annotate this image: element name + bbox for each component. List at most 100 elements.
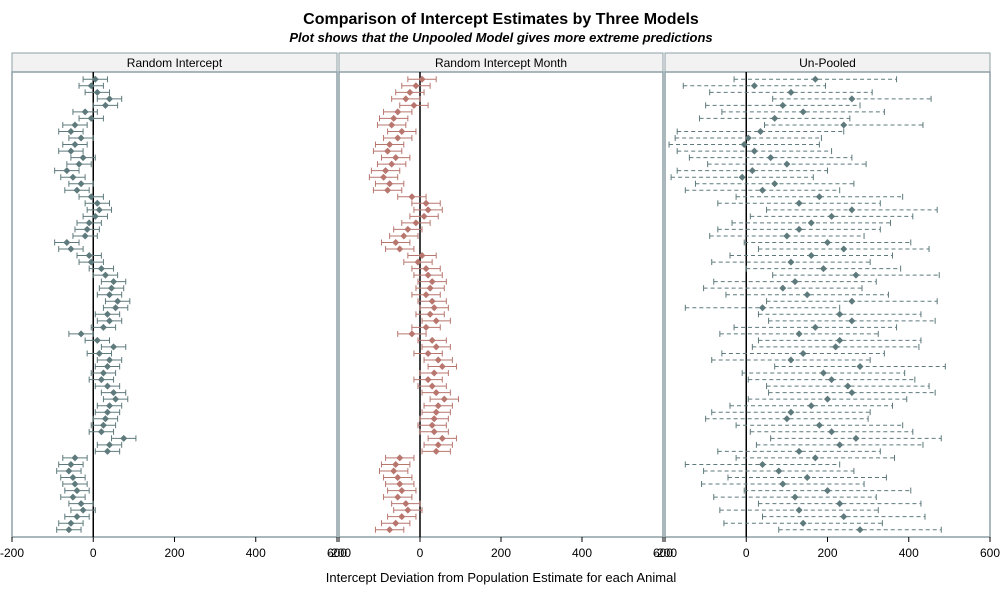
x-tick-label: 600 [653, 546, 673, 560]
data-point [110, 343, 118, 351]
data-point [438, 434, 446, 442]
data-point [386, 180, 394, 188]
data-point [402, 95, 410, 103]
data-point [422, 199, 430, 207]
x-tick-label: 0 [417, 546, 424, 560]
data-point [836, 500, 844, 508]
data-point [759, 186, 766, 194]
data-point [406, 88, 414, 96]
data-point [394, 108, 402, 116]
data-point [787, 408, 795, 416]
data-point [95, 349, 103, 357]
data-point [430, 428, 438, 436]
data-point [779, 101, 787, 109]
data-point [106, 402, 113, 410]
data-point [75, 160, 83, 168]
data-point [803, 474, 811, 482]
x-tick-label: 400 [246, 546, 266, 560]
data-point [740, 141, 748, 149]
data-point [65, 526, 73, 534]
data-point [748, 167, 756, 175]
data-point [392, 519, 400, 527]
data-point [394, 493, 402, 501]
data-point [856, 526, 864, 534]
data-point [87, 114, 95, 122]
panel-frame [664, 71, 991, 538]
data-point [106, 317, 113, 325]
data-point [795, 506, 803, 514]
data-point [112, 304, 120, 312]
data-point [787, 88, 795, 96]
data-point [824, 238, 831, 246]
data-point [759, 460, 766, 468]
data-point [106, 95, 113, 103]
x-tick-label: 400 [899, 546, 919, 560]
data-point [428, 382, 436, 390]
data-point [93, 336, 101, 344]
data-point [418, 75, 426, 83]
data-point [99, 369, 107, 377]
x-tick-label: 200 [491, 546, 511, 560]
data-point [71, 141, 79, 149]
data-point [840, 245, 848, 253]
data-point [103, 382, 111, 390]
data-point [103, 447, 111, 455]
panel-label: Un-Pooled [799, 56, 856, 70]
data-point [396, 480, 404, 488]
data-point [807, 252, 815, 260]
data-point [398, 127, 406, 135]
data-point [384, 147, 392, 155]
data-point [71, 121, 79, 129]
data-point [828, 376, 836, 384]
data-point [791, 493, 799, 501]
data-point [390, 467, 398, 475]
data-point [428, 278, 436, 286]
data-point [807, 402, 815, 410]
data-point [750, 82, 758, 90]
data-point [422, 291, 430, 299]
data-point [844, 382, 852, 390]
data-point [848, 317, 856, 325]
data-point [848, 95, 856, 103]
data-point [67, 519, 75, 527]
data-point [799, 108, 807, 116]
data-point [106, 441, 113, 449]
data-point [414, 258, 422, 266]
data-point [428, 297, 436, 305]
data-point [771, 180, 779, 188]
data-point [856, 363, 864, 371]
data-point [836, 310, 844, 318]
x-tick-label: 0 [90, 546, 97, 560]
data-point [402, 500, 410, 508]
data-point [87, 193, 95, 201]
data-point [756, 127, 764, 135]
data-point [63, 167, 71, 175]
data-point [422, 265, 430, 273]
panel: Random Intercept Month -200 0 200 400 600 [327, 52, 673, 560]
data-point [832, 343, 840, 351]
data-point [412, 82, 420, 90]
data-point [69, 474, 77, 482]
data-point [101, 271, 109, 279]
data-point [783, 160, 791, 168]
data-point [852, 271, 860, 279]
data-point [430, 415, 438, 423]
data-point [388, 121, 396, 129]
data-point [396, 454, 404, 462]
data-point [852, 434, 860, 442]
data-point [426, 310, 434, 318]
data-point [95, 206, 103, 214]
data-point [99, 323, 107, 331]
data-point [787, 356, 795, 364]
x-tick-label: -200 [0, 546, 24, 560]
data-point [392, 154, 400, 162]
data-point [840, 513, 848, 521]
x-tick-label: 200 [817, 546, 837, 560]
data-point [432, 408, 440, 416]
data-point [392, 238, 400, 246]
panel-frame [11, 71, 338, 538]
data-point [828, 428, 836, 436]
data-point [380, 173, 388, 181]
data-point [824, 395, 831, 403]
data-point [101, 415, 109, 423]
